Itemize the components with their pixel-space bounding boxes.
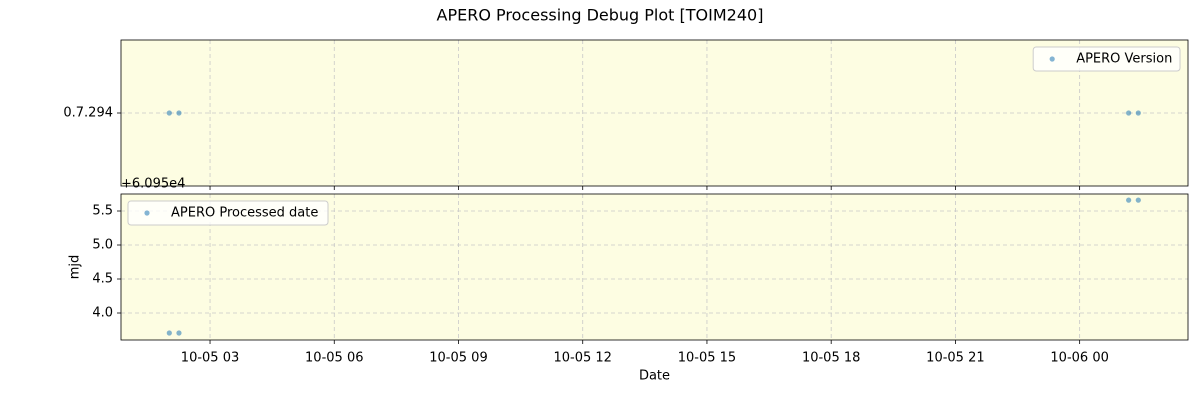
point (1135, 110, 1141, 116)
point (1135, 197, 1141, 203)
y-tick-label: 0.7.294 (63, 106, 113, 121)
y-tick-label: 4.0 (92, 306, 113, 321)
y-tick-label: 4.5 (92, 272, 113, 287)
point (176, 330, 182, 336)
x-tick-label: 10-05 09 (429, 351, 487, 366)
x-tick-label: 10-05 21 (926, 351, 984, 366)
legend-marker (1049, 56, 1055, 62)
legend-label: APERO Processed date (171, 206, 318, 221)
plot-frame (120, 39, 1189, 187)
legend-label: APERO Version (1076, 52, 1172, 67)
x-tick-label: 10-05 06 (305, 351, 363, 366)
x-tick-label: 10-05 03 (181, 351, 239, 366)
y-tick-label: 5.5 (92, 204, 113, 219)
point (176, 110, 182, 116)
x-tick-label: 10-05 18 (802, 351, 860, 366)
chart-title: APERO Processing Debug Plot [TOIM240] (437, 6, 764, 25)
point (1126, 197, 1132, 203)
legend-marker (144, 210, 150, 216)
plot-frame (120, 193, 1189, 341)
y-axis-label: mjd (68, 255, 83, 280)
legend-box (1032, 46, 1181, 72)
x-tick-label: 10-05 12 (553, 351, 611, 366)
point (166, 330, 172, 336)
point (166, 110, 172, 116)
y-offset-label: +6.095e4 (121, 177, 185, 192)
y-tick-label: 5.0 (92, 238, 113, 253)
point (1126, 110, 1132, 116)
x-axis-label: Date (639, 369, 670, 384)
x-tick-label: 10-05 15 (678, 351, 736, 366)
legend-box (127, 200, 329, 226)
x-tick-label: 10-06 00 (1050, 351, 1108, 366)
